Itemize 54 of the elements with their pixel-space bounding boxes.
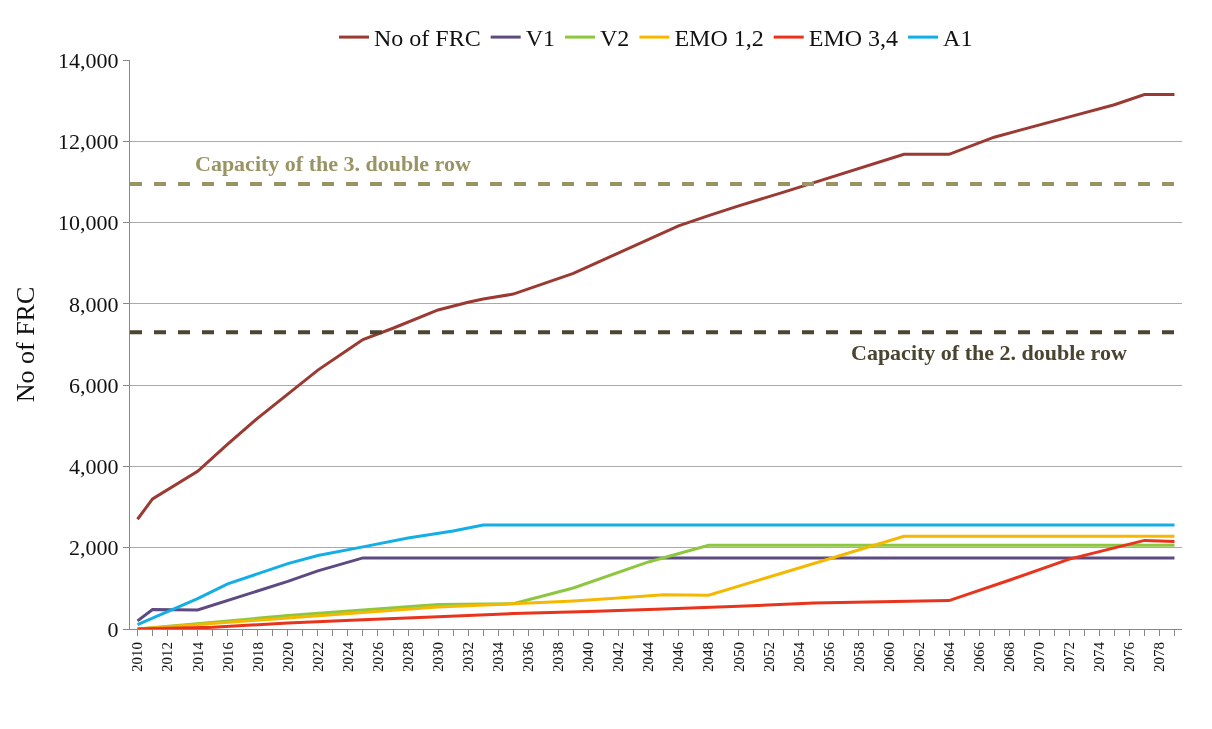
y-tick-label: 0 — [107, 616, 119, 642]
x-tick-label: 2028 — [399, 642, 416, 672]
x-tick-label: 2076 — [1121, 641, 1138, 672]
x-tick-label: 2062 — [910, 642, 927, 672]
line-series — [136, 93, 1176, 521]
x-tick-label: 2018 — [249, 642, 266, 672]
x-tick-label: 2036 — [520, 641, 537, 672]
y-tick-label: 14,000 — [58, 47, 119, 73]
x-tick-label: 2074 — [1091, 641, 1108, 672]
y-tick-label: 2,000 — [69, 535, 119, 561]
x-tick-label: 2056 — [820, 641, 837, 672]
x-tick-label: 2066 — [970, 641, 987, 672]
legend-label: V1 — [525, 25, 556, 52]
x-tick-label: 2068 — [1001, 642, 1018, 672]
x-tick-label: 2060 — [880, 642, 897, 672]
x-tick-label: 2014 — [189, 641, 206, 672]
y-tick-label: 6,000 — [69, 372, 119, 398]
x-tick-label: 2024 — [339, 641, 356, 672]
x-tick-label: 2052 — [760, 642, 777, 672]
x-tick-label: 2070 — [1031, 642, 1048, 672]
x-tick-label: 2026 — [369, 641, 386, 672]
x-tick-label: 2040 — [580, 642, 597, 672]
y-tick-label: 8,000 — [69, 291, 119, 317]
x-tick-label: 2048 — [700, 642, 717, 672]
x-tick-label: 2072 — [1061, 642, 1078, 672]
x-tick-label: 2030 — [429, 642, 446, 672]
legend-label: A1 — [943, 25, 973, 52]
legend-label: V2 — [600, 25, 630, 52]
x-tick-label: 2012 — [159, 642, 176, 672]
x-tick-label: 2020 — [279, 642, 296, 672]
x-tick-label: 2064 — [940, 641, 957, 672]
x-tick-label: 2022 — [309, 642, 326, 672]
legend-label: EMO 3,4 — [808, 25, 899, 52]
x-tick-label: 2034 — [490, 641, 507, 672]
x-tick-label: 2016 — [219, 641, 236, 672]
x-tick-label: 2050 — [730, 642, 747, 672]
legend-label: No of FRC — [374, 25, 481, 52]
x-tick-label: 2042 — [610, 642, 627, 672]
x-tick-label: 2058 — [850, 642, 867, 672]
y-tick-label: 4,000 — [69, 454, 119, 480]
x-tick-label: 2032 — [460, 642, 477, 672]
y-tick-label: 12,000 — [58, 128, 119, 154]
y-tick-label: 10,000 — [58, 210, 119, 236]
y-axis-title: No of FRC — [11, 286, 41, 403]
x-tick-label: 2046 — [670, 641, 687, 672]
ref-line-label: Capacity of the 3. double row — [195, 151, 471, 176]
ref-line-label: Capacity of the 2. double row — [851, 340, 1127, 365]
x-tick-label: 2078 — [1151, 642, 1168, 672]
x-tick-label: 2038 — [550, 642, 567, 672]
x-tick-label: 2010 — [129, 642, 146, 672]
legend-label: EMO 1,2 — [674, 25, 764, 52]
x-tick-label: 2044 — [640, 641, 657, 672]
line-series — [136, 556, 1176, 623]
x-tick-label: 2054 — [790, 641, 807, 672]
